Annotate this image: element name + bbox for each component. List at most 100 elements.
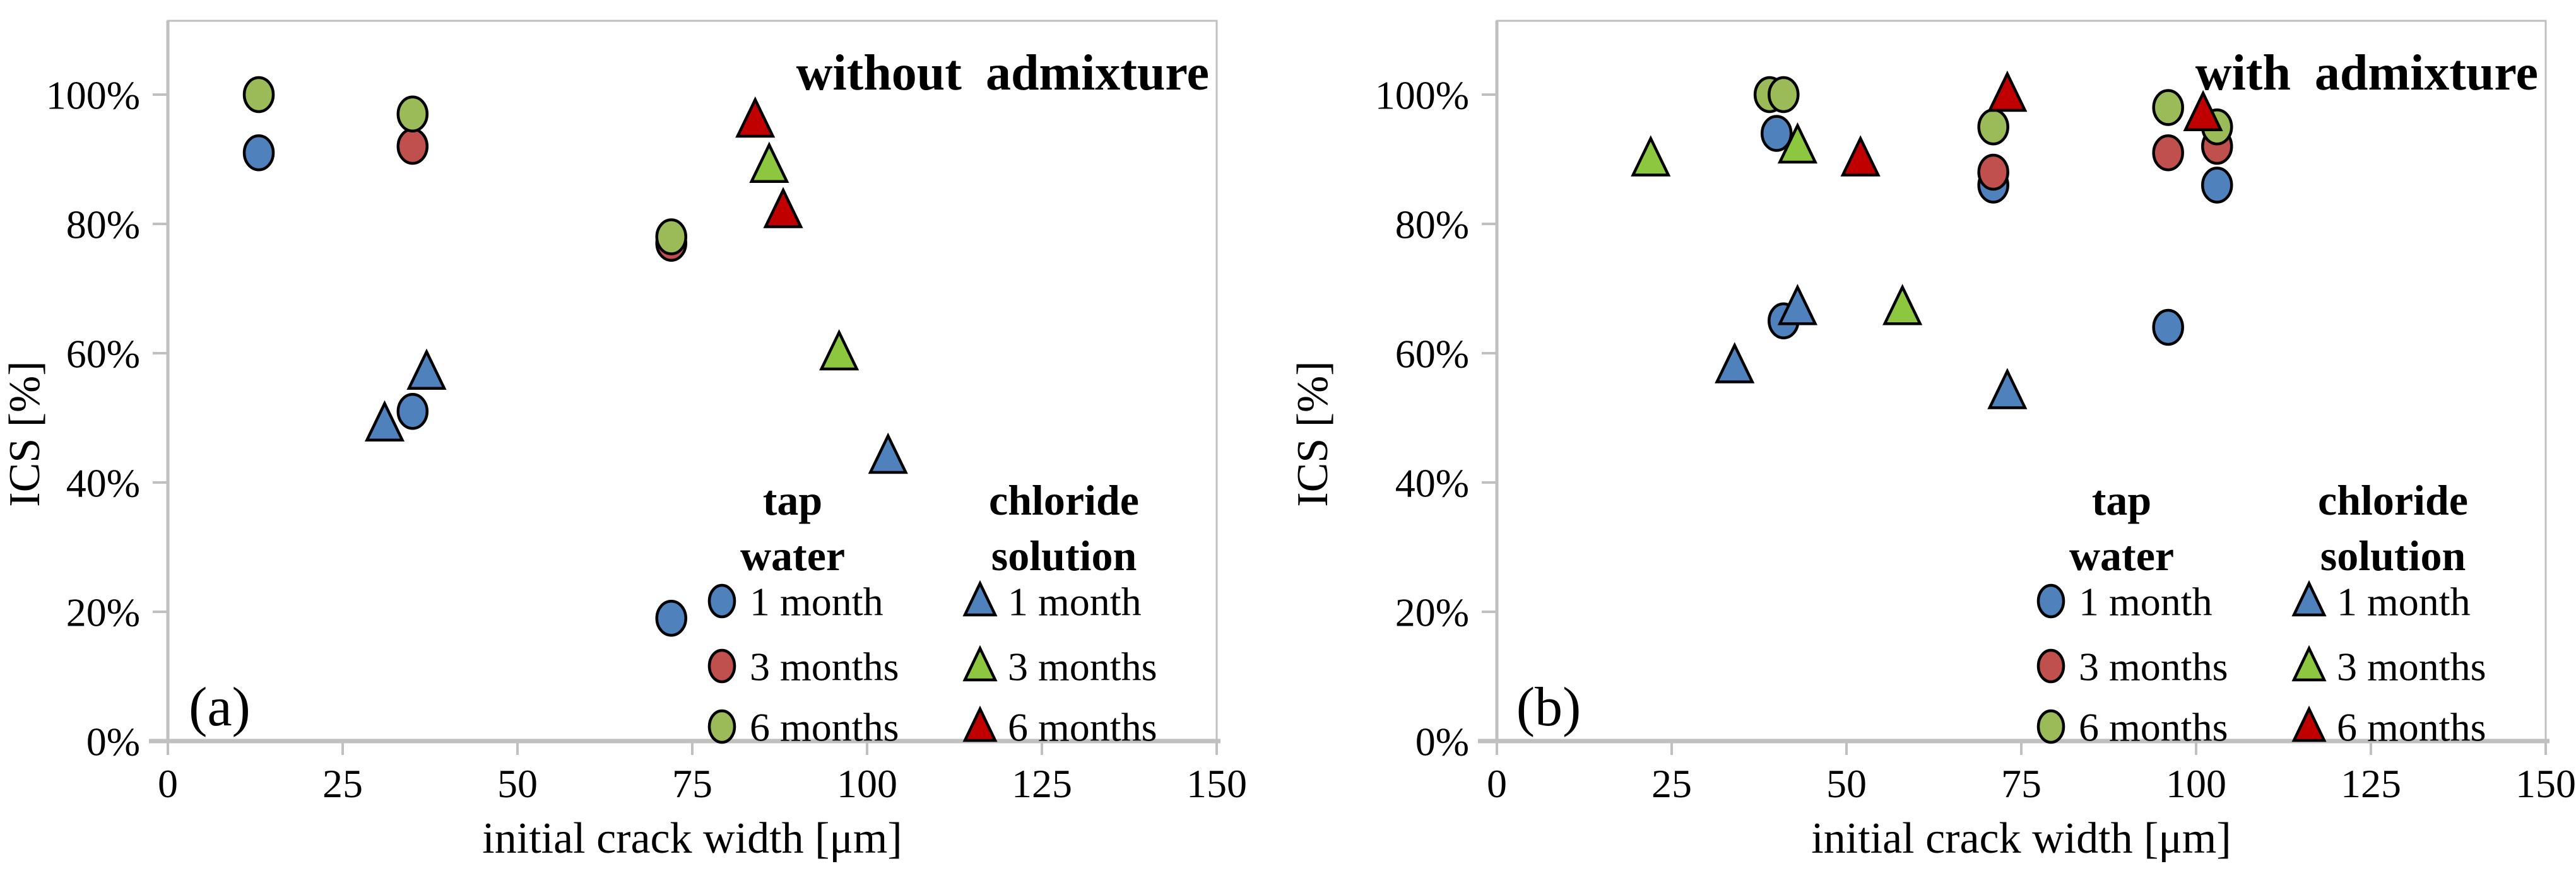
panel-b: 0% 20% 40% 60% 80% 100% 0 25 50 75 100 125 150 initia… <box>1288 0 2576 871</box>
series-tap-water-3-months <box>396 127 688 262</box>
y-tick-label: 100% <box>1375 73 1469 117</box>
legend-circle-marker <box>2036 648 2065 684</box>
legend-item-label: 3 months <box>2079 644 2228 689</box>
y-tick-label: 60% <box>66 331 140 376</box>
series-chloride-1-month <box>364 348 908 474</box>
data-point <box>396 127 429 165</box>
legend-circle-marker <box>707 583 736 619</box>
panel-a: 0% 20% 40% 60% 80% 100% 0 25 50 75 100 125 150 initia… <box>1 20 1247 863</box>
x-tick-label: 25 <box>1651 761 1692 806</box>
data-point <box>2152 134 2184 172</box>
legend-item-label: 6 months <box>2337 704 2486 749</box>
x-tick-label: 75 <box>672 761 712 806</box>
data-point <box>868 432 908 474</box>
legend-triangle-marker <box>2291 705 2327 742</box>
legend-header: tap <box>763 476 822 524</box>
legend-triangle-marker <box>962 645 998 682</box>
legend-item-label: 3 months <box>2337 644 2486 689</box>
legend-item-label: 1 month <box>1008 579 1142 624</box>
legend-header: tap <box>2092 476 2151 524</box>
legend-header: chloride <box>2318 476 2468 524</box>
legend-header: solution <box>991 532 1137 580</box>
y-tick-label: 60% <box>1395 331 1469 376</box>
x-tick-label: 0 <box>1487 761 1507 806</box>
legend-header: water <box>2069 532 2174 580</box>
data-point <box>1777 122 1818 164</box>
data-point <box>242 76 275 114</box>
data-point <box>1882 284 1923 325</box>
legend-item-label: 1 month <box>2079 579 2213 624</box>
legend-triangle-marker <box>2291 580 2327 617</box>
x-tick-label: 75 <box>2001 761 2041 806</box>
data-point <box>2201 167 2233 204</box>
y-tick-label: 40% <box>1395 460 1469 505</box>
x-tick-label: 125 <box>2341 761 2401 806</box>
y-axis-title: ICS [%] <box>1 361 49 506</box>
series-chloride-6-months <box>735 96 803 228</box>
data-point <box>1987 70 2028 112</box>
plot-title: with admixture <box>2195 45 2538 101</box>
legend-triangle-marker <box>962 705 998 742</box>
panel-label: (a) <box>189 677 251 738</box>
legend-header: chloride <box>989 476 1139 524</box>
data-point <box>2152 89 2184 126</box>
y-axis-title: ICS [%] <box>1289 361 1337 506</box>
data-point <box>819 329 860 371</box>
series-chloride-6-months <box>1840 70 2223 177</box>
y-tick-label: 80% <box>1395 202 1469 247</box>
legend-item-label: 6 months <box>2079 704 2228 749</box>
x-tick-label: 100 <box>2166 761 2226 806</box>
plot-border <box>1496 20 2547 742</box>
x-tick-label: 150 <box>2515 761 2576 806</box>
legend-header: water <box>740 532 845 580</box>
series-chloride-1-month <box>1715 284 2028 409</box>
series-tap-water-1-month <box>242 134 688 637</box>
legend-item-label: 3 months <box>750 644 899 689</box>
data-point <box>1760 115 1793 152</box>
legend-triangle-marker <box>962 580 998 617</box>
x-axis-title: initial crack width [μm] <box>1811 814 2231 863</box>
legend-circle-marker <box>707 709 736 744</box>
data-point <box>1977 153 2009 191</box>
x-tick-label: 125 <box>1012 761 1072 806</box>
legend-item-label: 1 month <box>750 579 883 624</box>
legend-triangle-marker <box>2291 645 2327 682</box>
data-point <box>1977 108 2009 146</box>
data-point <box>396 95 429 132</box>
data-point <box>406 348 447 390</box>
data-point <box>735 96 776 138</box>
legend-circle-marker <box>2036 583 2065 619</box>
scatter-chart-with-admixture: 0% 20% 40% 60% 80% 100% 0 25 50 75 100 125 150 initia… <box>1289 20 2576 863</box>
data-point <box>2152 308 2184 346</box>
data-point <box>749 141 789 183</box>
legend-item-label: 6 months <box>750 704 899 749</box>
plot-title: without admixture <box>796 45 1209 101</box>
data-point <box>763 187 803 228</box>
data-point <box>242 134 275 172</box>
legend-header: solution <box>2320 532 2466 580</box>
y-tick-label: 20% <box>1395 590 1469 634</box>
y-tick-label: 40% <box>66 460 140 505</box>
x-tick-label: 0 <box>158 761 178 806</box>
data-point <box>364 400 405 441</box>
series-tap-water-6-months <box>242 76 688 255</box>
y-tick-label: 0% <box>86 719 140 764</box>
scatter-chart-without-admixture: 0% 20% 40% 60% 80% 100% 0 25 50 75 100 125 150 initia… <box>1 20 1247 863</box>
legend-circle-marker <box>707 648 736 684</box>
data-point <box>1715 342 1755 383</box>
x-tick-label: 150 <box>1186 761 1247 806</box>
legend-item-label: 1 month <box>2337 579 2471 624</box>
legend-item-label: 3 months <box>1008 644 1157 689</box>
data-point <box>2183 90 2223 131</box>
y-tick-label: 0% <box>1415 719 1469 764</box>
x-tick-label: 50 <box>497 761 538 806</box>
data-point <box>655 218 688 255</box>
data-point <box>396 393 429 430</box>
x-axis-title: initial crack width [μm] <box>482 814 902 863</box>
x-tick-label: 50 <box>1826 761 1867 806</box>
x-tick-label: 25 <box>322 761 363 806</box>
series-chloride-3-months <box>1631 122 1923 325</box>
y-tick-label: 100% <box>46 73 140 117</box>
